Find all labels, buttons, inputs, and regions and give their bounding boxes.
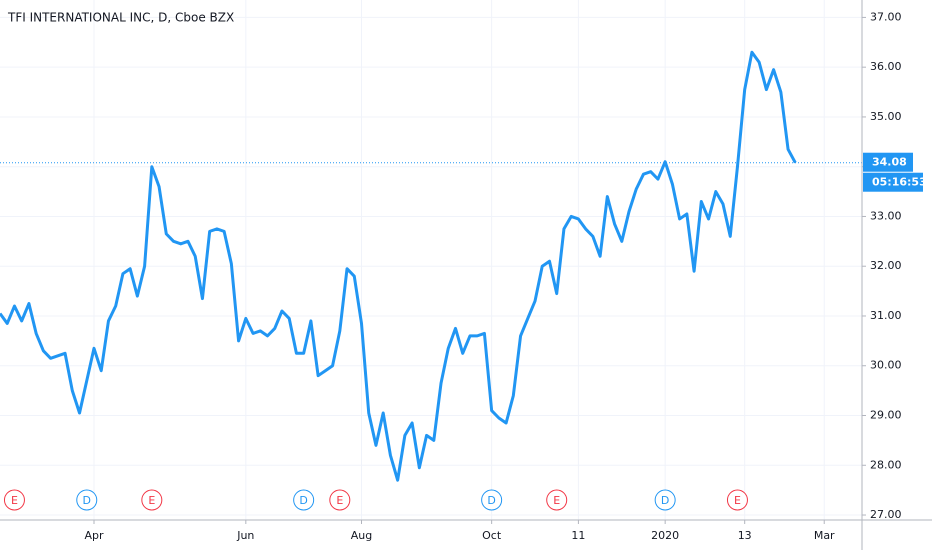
y-tick-label: 31.00 — [870, 309, 902, 322]
event-marker — [726, 489, 748, 511]
x-tick-label: Aug — [351, 529, 372, 542]
chart-title: TFI INTERNATIONAL INC, D, Cboe BZX — [7, 11, 234, 25]
last-price-box — [863, 152, 913, 172]
x-tick-label: Jun — [236, 529, 254, 542]
event-marker — [3, 489, 25, 511]
price-line — [0, 50, 797, 482]
event-marker — [654, 489, 676, 511]
x-tick-label: Apr — [84, 529, 104, 542]
x-tick-label: Oct — [482, 529, 502, 542]
event-label: D — [83, 494, 91, 507]
countdown-label: 05:16:53 — [872, 176, 927, 189]
event-label: E — [336, 494, 343, 507]
y-tick-label: 29.00 — [870, 409, 902, 422]
x-tick-label: Mar — [814, 529, 835, 542]
event-label: E — [11, 494, 18, 507]
event-marker — [329, 489, 351, 511]
y-tick-label: 27.00 — [870, 508, 902, 521]
event-label: E — [553, 494, 560, 507]
y-tick-label: 37.00 — [870, 10, 902, 23]
y-tick-label: 32.00 — [870, 259, 902, 272]
event-label: D — [487, 494, 495, 507]
last-price-label: 34.08 — [872, 156, 907, 169]
y-tick-label: 33.00 — [870, 209, 902, 222]
event-marker — [293, 489, 315, 511]
event-marker — [546, 489, 568, 511]
event-label: E — [734, 494, 741, 507]
y-tick-label: 36.00 — [870, 60, 902, 73]
countdown-box — [863, 172, 923, 192]
event-marker — [141, 489, 163, 511]
y-tick-label: 35.00 — [870, 110, 902, 123]
x-tick-label: 13 — [738, 529, 752, 542]
y-tick-label: 28.00 — [870, 458, 902, 471]
event-marker — [481, 489, 503, 511]
event-marker — [76, 489, 98, 511]
event-label: E — [148, 494, 155, 507]
event-label: D — [661, 494, 669, 507]
x-tick-label: 11 — [571, 529, 585, 542]
marks — [0, 50, 797, 482]
x-tick-label: 2020 — [651, 529, 679, 542]
y-tick-label: 30.00 — [870, 359, 902, 372]
event-label: D — [299, 494, 307, 507]
